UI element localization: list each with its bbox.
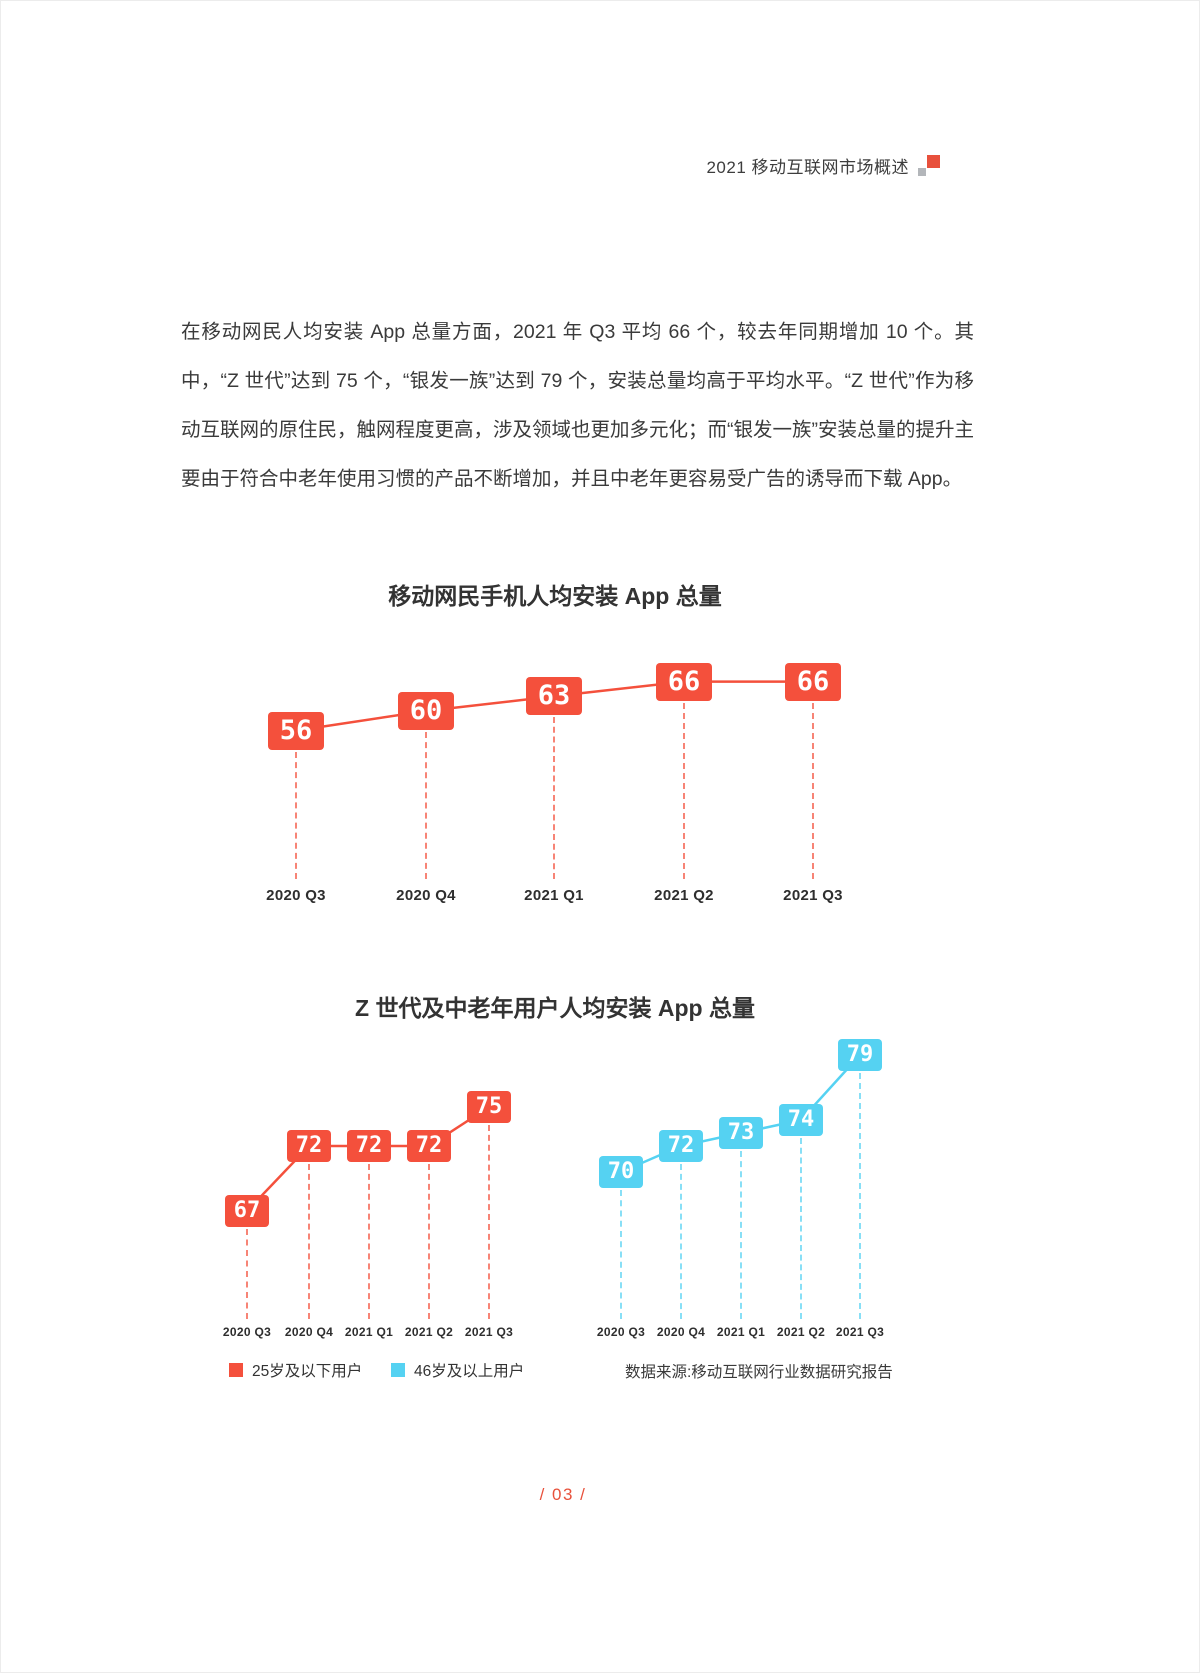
legend-swatch-cyan <box>391 1363 405 1377</box>
data-point-value-label: 72 <box>347 1130 391 1162</box>
legend-swatch-red <box>229 1363 243 1377</box>
dashed-drop-line <box>553 717 555 879</box>
data-point-value-label: 63 <box>526 677 582 716</box>
dashed-drop-line <box>859 1073 861 1319</box>
dashed-drop-line <box>488 1125 490 1319</box>
data-point-value-label: 75 <box>467 1091 511 1123</box>
x-axis-label: 2020 Q3 <box>266 887 326 904</box>
legend-label-over46: 46岁及以上用户 <box>414 1363 525 1380</box>
x-axis-label: 2021 Q1 <box>524 887 584 904</box>
x-axis-label: 2021 Q2 <box>404 1325 454 1339</box>
data-point-value-label: 74 <box>779 1104 823 1136</box>
x-axis-label: 2020 Q3 <box>222 1325 272 1339</box>
x-axis-label: 2020 Q4 <box>656 1325 706 1339</box>
body-paragraph: 在移动网民人均安装 App 总量方面，2021 年 Q3 平均 66 个，较去年… <box>181 321 974 490</box>
page-header: 2021 移动互联网市场概述 <box>706 153 941 178</box>
x-axis-label: 2021 Q2 <box>654 887 714 904</box>
x-axis-label: 2021 Q1 <box>344 1325 394 1339</box>
legend-item-under25: 25岁及以下用户 <box>229 1359 362 1381</box>
chart2-plot-area: 67 2020 Q3 72 2020 Q4 72 2021 Q1 72 2021 Q2 75 20… <box>1 1031 1199 1341</box>
x-axis-label: 2021 Q3 <box>783 887 843 904</box>
data-point-value-label: 73 <box>719 1117 763 1149</box>
data-point-value-label: 72 <box>659 1130 703 1162</box>
brand-mark-icon <box>918 154 941 177</box>
x-axis-label: 2020 Q4 <box>284 1325 334 1339</box>
dashed-drop-line <box>246 1229 248 1319</box>
data-point-value-label: 66 <box>656 662 712 701</box>
red-square-icon <box>927 155 940 168</box>
x-axis-label: 2020 Q3 <box>596 1325 646 1339</box>
data-point-value-label: 79 <box>838 1039 882 1071</box>
series-connector-line <box>295 680 813 732</box>
legend-label-under25: 25岁及以下用户 <box>252 1363 363 1380</box>
dashed-drop-line <box>620 1190 622 1319</box>
dashed-drop-line <box>812 702 814 879</box>
x-axis-label: 2021 Q2 <box>776 1325 826 1339</box>
chart2-title: Z 世代及中老年用户人均安装 App 总量 <box>355 995 755 1021</box>
data-point-value-label: 56 <box>268 711 324 750</box>
dashed-drop-line <box>683 702 685 879</box>
dashed-drop-line <box>428 1164 430 1319</box>
dashed-drop-line <box>295 751 297 879</box>
chart1-plot-area: 56 2020 Q3 60 2020 Q4 63 2021 Q1 66 2021 Q2 66 20… <box>1 641 1199 911</box>
data-point-value-label: 70 <box>599 1156 643 1188</box>
data-point-value-label: 72 <box>407 1130 451 1162</box>
data-point-value-label: 67 <box>225 1195 269 1227</box>
data-point-value-label: 72 <box>287 1130 331 1162</box>
dashed-drop-line <box>740 1151 742 1319</box>
x-axis-label: 2021 Q3 <box>835 1325 885 1339</box>
dashed-drop-line <box>368 1164 370 1319</box>
dashed-drop-line <box>680 1164 682 1319</box>
legend-row: 25岁及以下用户 46岁及以上用户 数据来源:移动互联网行业数据研究报告 <box>1 1359 1199 1387</box>
legend-item-over46: 46岁及以上用户 <box>391 1359 524 1381</box>
dashed-drop-line <box>800 1138 802 1319</box>
chart1-title: 移动网民手机人均安装 App 总量 <box>388 583 722 609</box>
x-axis-label: 2020 Q4 <box>396 887 456 904</box>
dashed-drop-line <box>308 1164 310 1319</box>
dashed-drop-line <box>425 732 427 879</box>
x-axis-label: 2021 Q3 <box>464 1325 514 1339</box>
header-title: 2021 移动互联网市场概述 <box>706 158 909 177</box>
data-point-value-label: 60 <box>398 692 454 730</box>
data-source-note: 数据来源:移动互联网行业数据研究报告 <box>625 1364 893 1381</box>
page-number: / 03 / <box>539 1485 587 1504</box>
gray-square-icon <box>918 168 926 176</box>
x-axis-label: 2021 Q1 <box>716 1325 766 1339</box>
data-point-value-label: 66 <box>785 662 841 701</box>
